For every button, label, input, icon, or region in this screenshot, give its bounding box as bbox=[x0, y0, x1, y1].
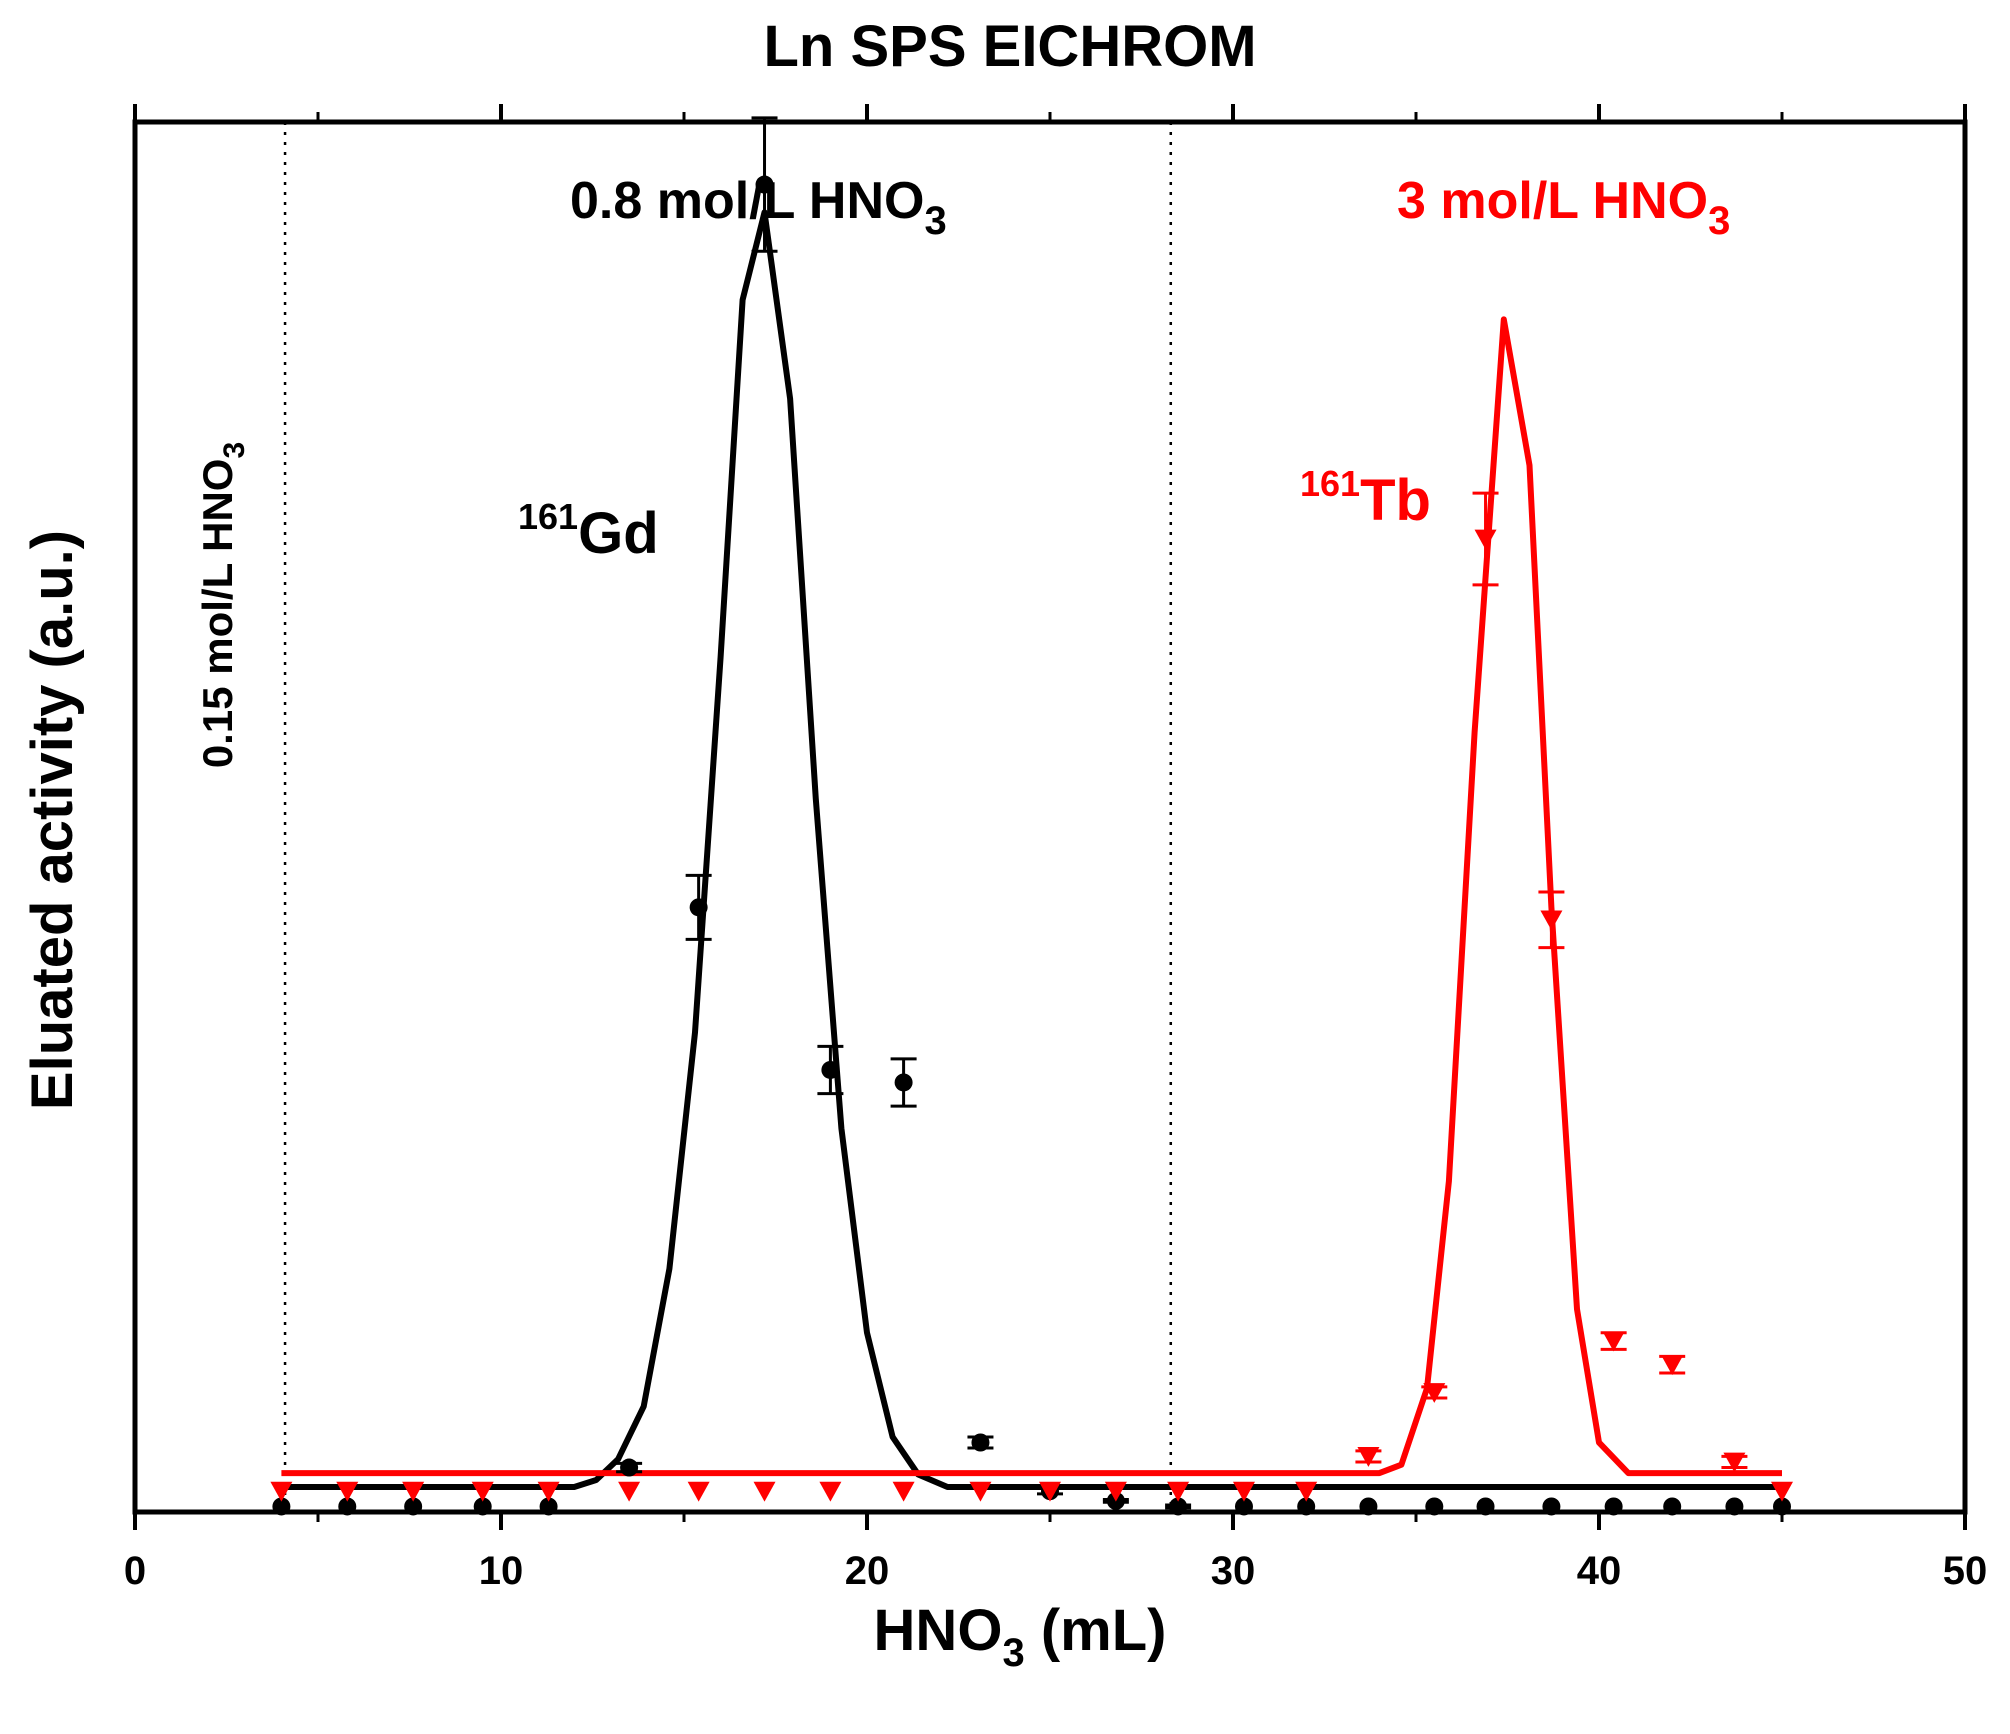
phase-label-right: 3 mol/L HNO3 bbox=[1397, 172, 1730, 243]
data-point-gd-9 bbox=[894, 1073, 913, 1092]
chart-title: Ln SPS EICHROM bbox=[763, 14, 1256, 79]
data-point-tb-1 bbox=[336, 1481, 359, 1502]
phase-label-right-subscript: 3 bbox=[1708, 199, 1730, 243]
data-point-tb-23 bbox=[1771, 1481, 1793, 1502]
x-tick-label-3: 30 bbox=[1211, 1549, 1256, 1593]
x-axis-label-subscript: 3 bbox=[1002, 1631, 1024, 1675]
data-point-gd-6 bbox=[689, 898, 708, 917]
data-point-tb-6 bbox=[687, 1481, 710, 1502]
phase-label-left: 0.15 mol/L HNO3 bbox=[194, 442, 251, 768]
data-point-gd-10 bbox=[971, 1433, 990, 1452]
phase-label-right-text: 3 mol/L HNO bbox=[1397, 172, 1708, 230]
data-point-tb-5 bbox=[618, 1481, 641, 1502]
data-point-tb-22 bbox=[1723, 1452, 1746, 1473]
series-label-tb: 161Tb bbox=[1300, 463, 1431, 533]
data-point-tb-16 bbox=[1357, 1447, 1380, 1467]
data-point-gd-7 bbox=[755, 175, 774, 194]
fit-curve-tb bbox=[281, 316, 1782, 1477]
data-point-gd-8 bbox=[821, 1060, 840, 1079]
data-point-gd-5 bbox=[620, 1458, 639, 1477]
fit-curves bbox=[281, 209, 1782, 1490]
data-point-tb-18 bbox=[1474, 529, 1497, 550]
data-point-tb-8 bbox=[819, 1481, 842, 1502]
data-point-tb-14 bbox=[1232, 1481, 1255, 1502]
phase-label-middle: 0.8 mol/L HNO3 bbox=[570, 172, 947, 243]
x-tick-label-5: 50 bbox=[1943, 1549, 1988, 1593]
phase-label-left-subscript: 3 bbox=[218, 442, 251, 459]
x-tick-label-0: 0 bbox=[124, 1549, 146, 1593]
phase-label-middle-subscript: 3 bbox=[924, 199, 946, 243]
phase-label-middle-text: 0.8 mol/L HNO bbox=[570, 172, 924, 230]
data-point-tb-11 bbox=[1039, 1481, 1061, 1502]
data-point-tb-7 bbox=[753, 1481, 776, 1502]
phase-label-left-text: 0.15 mol/L HNO bbox=[194, 459, 241, 769]
fit-curve-gd bbox=[281, 209, 1782, 1490]
x-axis-label-unit: (mL) bbox=[1041, 1598, 1167, 1663]
x-axis-label: HNO3 (mL) bbox=[874, 1598, 1167, 1675]
series-label-gd-superscript: 161 bbox=[518, 496, 578, 537]
data-point-tb-21 bbox=[1661, 1355, 1684, 1376]
x-tick-label-4: 40 bbox=[1577, 1549, 1622, 1593]
x-tick-label-1: 10 bbox=[479, 1549, 524, 1593]
x-axis-ticks: 0 10 20 30 40 50 bbox=[124, 104, 1987, 1593]
data-point-tb-19 bbox=[1540, 910, 1563, 931]
series-label-gd-main: Gd bbox=[578, 501, 659, 566]
data-point-tb-10 bbox=[969, 1481, 992, 1502]
data-point-tb-20 bbox=[1602, 1331, 1625, 1352]
data-point-tb-13 bbox=[1167, 1481, 1190, 1502]
series-label-tb-main: Tb bbox=[1360, 468, 1431, 533]
data-point-tb-9 bbox=[892, 1481, 915, 1502]
data-point-tb-4 bbox=[537, 1481, 560, 1502]
phase-boundaries bbox=[283, 122, 1173, 1512]
data-point-tb-0 bbox=[270, 1481, 293, 1502]
series-label-gd: 161Gd bbox=[518, 496, 659, 566]
data-point-tb-15 bbox=[1295, 1481, 1318, 1502]
x-tick-label-2: 20 bbox=[845, 1549, 890, 1593]
y-axis-label: Eluated activity (a.u.) bbox=[20, 530, 85, 1110]
data-point-tb-3 bbox=[471, 1481, 494, 1502]
data-point-tb-12 bbox=[1104, 1481, 1127, 1502]
series-label-tb-superscript: 161 bbox=[1300, 463, 1360, 504]
data-point-tb-2 bbox=[402, 1481, 425, 1502]
x-axis-label-main: HNO bbox=[874, 1598, 1003, 1663]
data-point-tb-17 bbox=[1423, 1383, 1446, 1403]
